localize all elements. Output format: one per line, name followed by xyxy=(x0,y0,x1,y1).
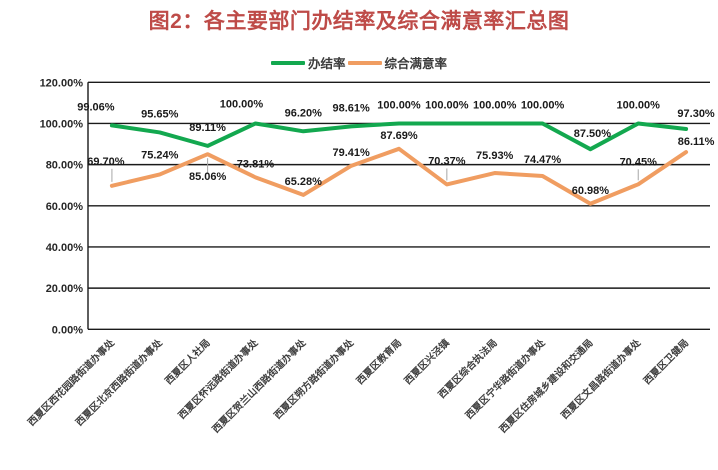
data-label-satisfaction-rate-10: 60.98% xyxy=(572,185,610,197)
data-label-completion-rate-4: 96.20% xyxy=(285,107,323,119)
y-axis-tick-label: 60.00% xyxy=(46,201,84,213)
data-label-satisfaction-rate-4: 65.28% xyxy=(285,176,323,188)
x-axis-category-label: 西夏区人社局 xyxy=(162,336,213,387)
x-axis-category-label: 西夏区卫健局 xyxy=(640,336,691,387)
data-label-completion-rate-6: 100.00% xyxy=(377,99,421,111)
x-axis-category-label: 西夏区怀远路街道办事处 xyxy=(175,336,261,422)
x-axis-category-label: 西夏区教育局 xyxy=(353,336,404,387)
data-label-completion-rate-5: 98.61% xyxy=(332,102,370,114)
data-label-satisfaction-rate-12: 86.11% xyxy=(678,136,715,148)
data-label-completion-rate-0: 99.06% xyxy=(77,101,115,113)
x-axis-category-label: 西夏区住房城乡建设和交通局 xyxy=(496,336,595,435)
completion-rate-line-swatch xyxy=(270,60,305,65)
y-axis-tick-label: 120.00% xyxy=(40,77,84,89)
data-label-completion-rate-1: 95.65% xyxy=(141,108,179,120)
legend-label-completion-rate: 办结率 xyxy=(307,57,346,71)
data-label-satisfaction-rate-6: 87.69% xyxy=(380,130,418,142)
data-label-satisfaction-rate-3: 73.81% xyxy=(237,158,275,170)
data-label-completion-rate-12: 97.30% xyxy=(677,108,715,120)
data-label-satisfaction-rate-8: 75.93% xyxy=(476,150,514,162)
x-axis-category-label: 西夏区宁华路街道办事处 xyxy=(462,336,548,422)
chart-title: 图2：各主要部门办结率及综合满意率汇总图 xyxy=(148,10,570,33)
data-label-completion-rate-2: 89.11% xyxy=(189,122,226,134)
x-axis-category-label: 西夏区西花园路街道办事处 xyxy=(25,336,117,428)
data-label-satisfaction-rate-1: 75.24% xyxy=(141,149,179,161)
data-label-satisfaction-rate-5: 79.41% xyxy=(332,147,370,159)
x-axis-category-label: 西夏区北京西路街道办事处 xyxy=(73,336,165,428)
y-axis-tick-label: 0.00% xyxy=(52,324,83,336)
y-axis-tick-label: 20.00% xyxy=(46,283,84,295)
data-label-satisfaction-rate-9: 74.47% xyxy=(524,154,562,166)
data-label-completion-rate-11: 100.00% xyxy=(617,99,661,111)
data-label-satisfaction-rate-0: 69.70% xyxy=(87,156,125,168)
data-label-completion-rate-7: 100.00% xyxy=(425,99,469,111)
data-label-completion-rate-9: 100.00% xyxy=(521,99,565,111)
data-label-completion-rate-8: 100.00% xyxy=(473,99,517,111)
legend: 办结率 综合满意率 xyxy=(0,53,718,72)
data-label-satisfaction-rate-7: 70.37% xyxy=(428,155,466,167)
legend-item-satisfaction-rate: 综合满意率 xyxy=(347,53,448,72)
x-axis-category-label: 西夏区贺兰山西路街道办事处 xyxy=(209,336,308,435)
y-axis-tick-label: 40.00% xyxy=(46,242,84,254)
completion-rate-line xyxy=(109,121,689,152)
x-axis-category-label: 西夏区朔方路街道办事处 xyxy=(271,336,357,422)
y-axis-tick-label: 80.00% xyxy=(46,160,84,172)
data-label-completion-rate-10: 87.50% xyxy=(574,128,612,140)
satisfaction-rate-line-swatch xyxy=(347,60,382,65)
data-label-completion-rate-3: 100.00% xyxy=(220,98,264,110)
data-label-satisfaction-rate-2: 85.06% xyxy=(189,171,227,183)
satisfaction-rate-line xyxy=(109,146,689,206)
x-axis-category-label: 西夏区文昌路街道办事处 xyxy=(558,336,644,422)
legend-label-satisfaction-rate: 综合满意率 xyxy=(384,57,448,71)
x-axis-category-label: 西夏区兴泾镇 xyxy=(401,336,452,387)
legend-item-completion-rate: 办结率 xyxy=(270,53,346,72)
y-axis-tick-label: 100.00% xyxy=(40,118,84,130)
data-label-satisfaction-rate-11: 70.45% xyxy=(620,156,658,168)
